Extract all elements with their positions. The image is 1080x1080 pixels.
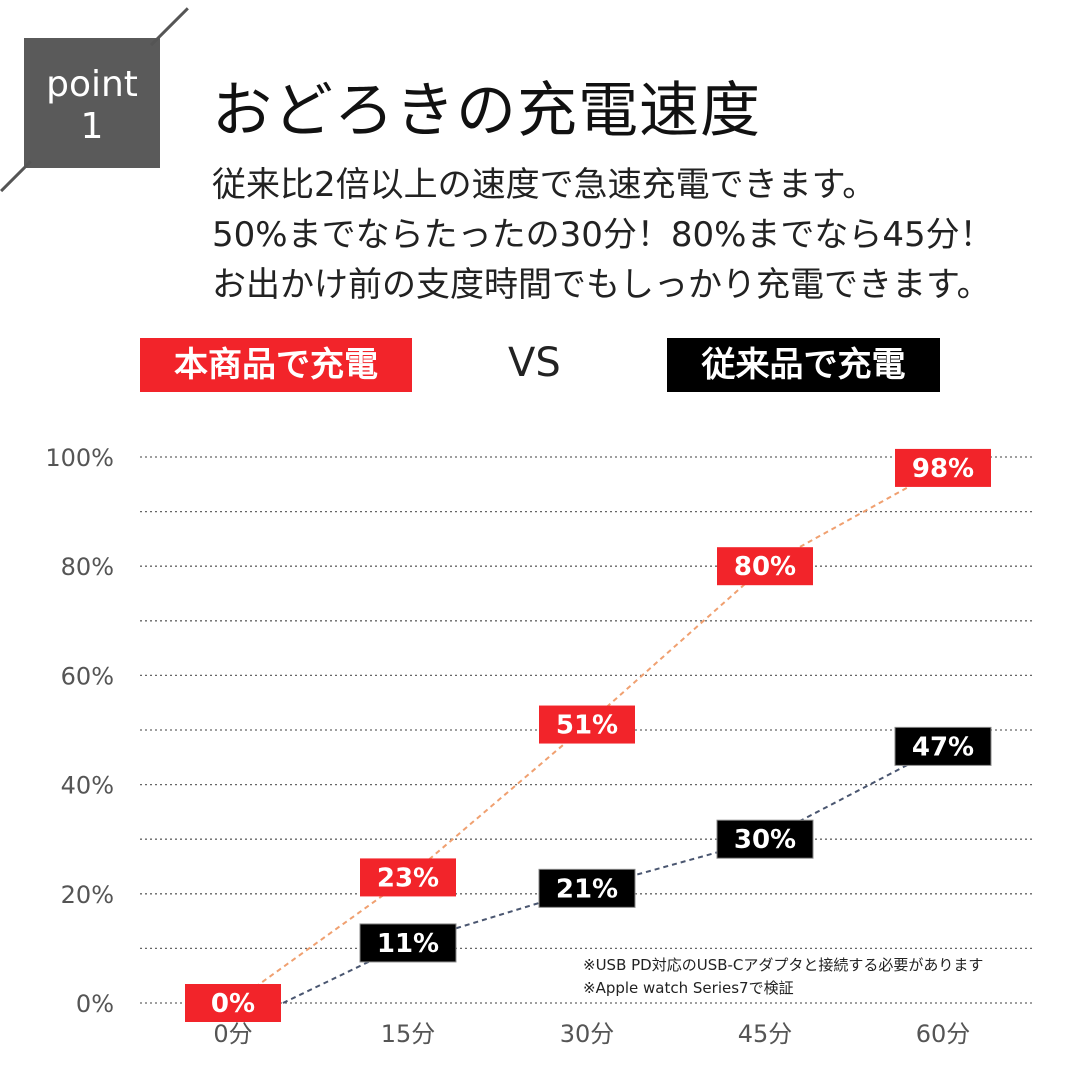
lead-text: 従来比2倍以上の速度で急速充電できます。 50%までならたったの30分！80%ま… <box>212 160 1052 310</box>
y-tick-label: 0% <box>76 990 114 1018</box>
y-tick-label: 100% <box>45 444 114 472</box>
product-data-box <box>360 858 456 897</box>
conventional-data-label: 47% <box>912 732 974 762</box>
x-tick-label: 45分 <box>738 1020 793 1048</box>
lead-line-2: 50%までならたったの30分！80%までなら45分！ <box>212 215 994 255</box>
badge-word: point <box>46 64 138 105</box>
product-data-label: 98% <box>912 454 974 484</box>
product-data-box <box>185 984 281 1022</box>
product-data-box <box>539 705 635 744</box>
conventional-data-box <box>894 726 992 766</box>
badge-number: 1 <box>80 106 104 147</box>
y-tick-label: 40% <box>61 772 114 800</box>
conventional-data-label: 30% <box>734 825 796 855</box>
badge-corner-line-bottom <box>0 160 32 193</box>
product-data-box <box>717 547 813 586</box>
lead-line-1: 従来比2倍以上の速度で急速充電できます。 <box>212 165 877 205</box>
product-data-label: 51% <box>556 711 618 741</box>
x-tick-label: 60分 <box>916 1020 971 1048</box>
charging-chart: 0% 20% 40% 60% 80% 100% 0分 15分 30分 45分 60分 0% 23% 51%… <box>45 444 1035 1048</box>
conventional-data-box <box>359 923 457 963</box>
lead-line-3: お出かけ前の支度時間でもしっかり充電できます。 <box>212 265 991 305</box>
conventional-data-box <box>716 819 814 859</box>
product-data-label: 0% <box>211 989 255 1019</box>
conventional-data-label: 21% <box>556 874 618 904</box>
y-tick-label: 80% <box>61 553 114 581</box>
footnote: ※USB PD対応のUSB-Cアダプタと接続する必要があります <box>583 956 983 974</box>
badge-corner-line-top <box>150 7 189 47</box>
product-data-label: 23% <box>377 863 439 893</box>
product-data-label: 80% <box>734 552 796 582</box>
conventional-data-label: 11% <box>377 929 439 959</box>
y-tick-label: 20% <box>61 881 114 909</box>
x-tick-label: 15分 <box>381 1020 436 1048</box>
conventional-data-box <box>538 868 636 908</box>
point-badge: point 1 <box>24 38 160 168</box>
vs-label: VS <box>508 340 561 386</box>
product-data-box <box>895 448 991 487</box>
y-tick-label: 60% <box>61 662 114 690</box>
conventional-legend-tag: 従来品で充電 <box>667 338 940 392</box>
page-title: おどろきの充電速度 <box>212 76 761 146</box>
footnote: ※Apple watch Series7で検証 <box>583 979 794 997</box>
x-tick-label: 0分 <box>213 1020 252 1048</box>
product-legend-tag: 本商品で充電 <box>140 338 412 392</box>
x-tick-label: 30分 <box>560 1020 615 1048</box>
